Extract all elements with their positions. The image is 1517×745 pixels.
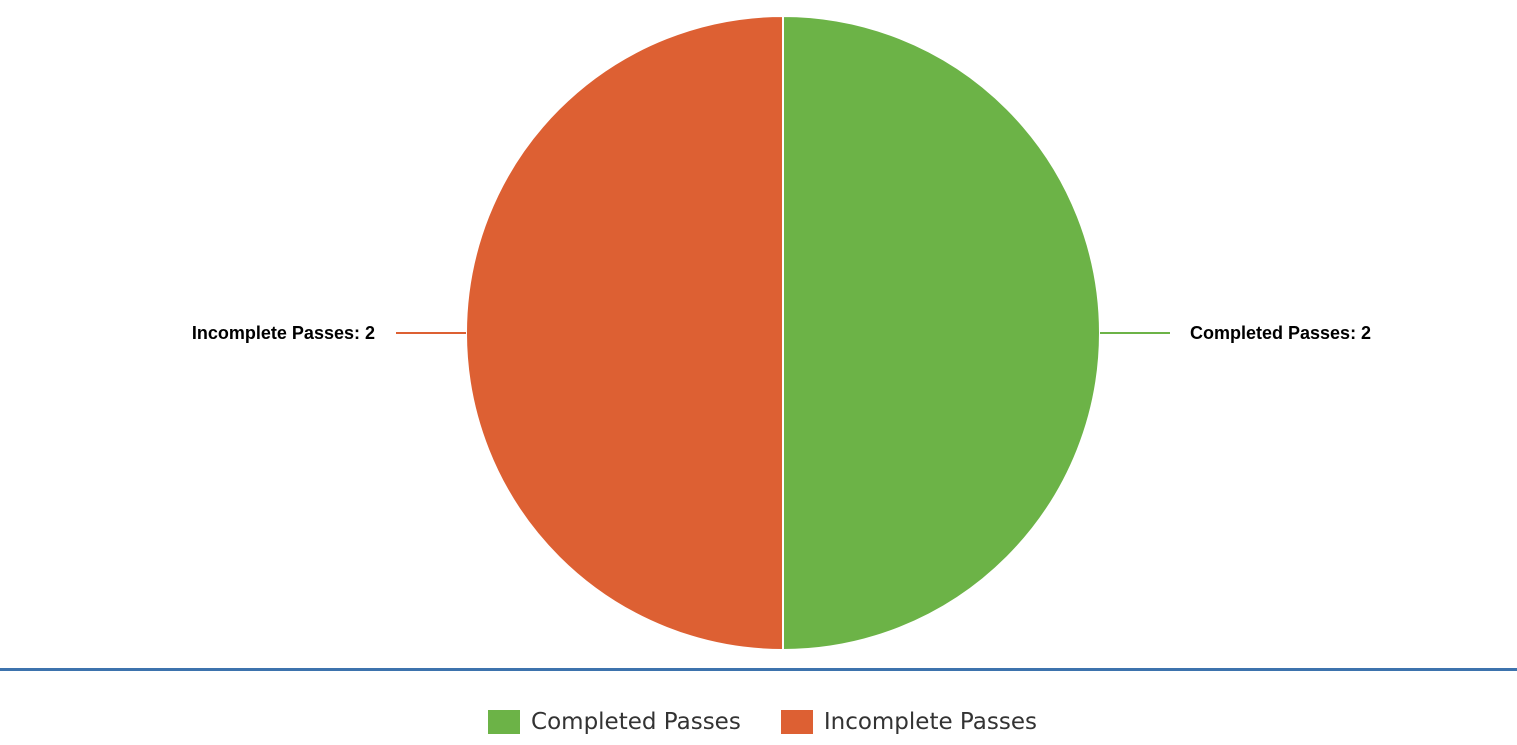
chart-legend: Completed Passes Incomplete Passes	[0, 706, 1517, 738]
pie-chart: Completed Passes: 2 Incomplete Passes: 2	[192, 14, 1371, 652]
legend-item-incomplete-passes[interactable]: Incomplete Passes	[780, 709, 1037, 735]
data-labels: Completed Passes: 2 Incomplete Passes: 2	[192, 323, 1371, 343]
pie-slice-incomplete-passes[interactable]	[465, 14, 784, 652]
legend-swatch-incomplete-passes	[780, 710, 813, 734]
legend-swatch-completed-passes	[488, 710, 521, 734]
data-label-incomplete-passes: Incomplete Passes: 2	[192, 323, 375, 343]
legend-label-completed-passes: Completed Passes	[531, 709, 741, 735]
pie-slice-completed-passes[interactable]	[782, 14, 1101, 652]
legend-label-incomplete-passes: Incomplete Passes	[823, 709, 1037, 735]
data-label-completed-passes: Completed Passes: 2	[1190, 323, 1371, 343]
pie-slices	[465, 14, 1101, 652]
legend-divider	[0, 668, 1517, 671]
legend-item-completed-passes[interactable]: Completed Passes	[488, 709, 741, 735]
